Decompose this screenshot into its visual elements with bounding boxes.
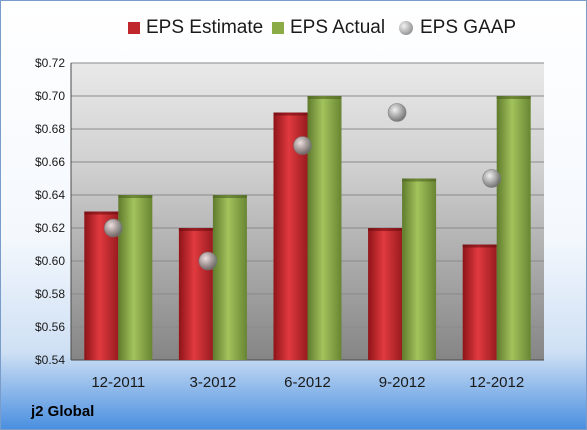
y-tick-label: $0.58 xyxy=(35,287,65,301)
y-tick-label: $0.70 xyxy=(35,89,65,103)
legend-swatch-estimate xyxy=(128,22,140,34)
bars xyxy=(84,96,531,360)
x-tick-label: 12-2011 xyxy=(91,374,145,391)
actual-bar-top-edge xyxy=(307,96,342,99)
actual-bar-top-edge xyxy=(402,178,437,182)
y-tick-label: $0.56 xyxy=(35,320,65,334)
actual-bar-top-edge xyxy=(118,195,153,198)
y-tick-label: $0.62 xyxy=(35,221,65,235)
y-tick-label: $0.66 xyxy=(35,155,65,169)
x-tick-label: 12-2012 xyxy=(469,374,524,391)
y-tick-label: $0.64 xyxy=(35,188,65,202)
actual-bar xyxy=(212,195,247,360)
gaap-point xyxy=(198,251,218,271)
x-tick-label: 3-2012 xyxy=(190,374,237,391)
estimate-bar xyxy=(368,228,403,360)
actual-bar xyxy=(496,96,531,360)
y-tick-label: $0.68 xyxy=(35,122,65,136)
estimate-bar xyxy=(178,228,213,360)
x-tick-label: 9-2012 xyxy=(379,374,426,391)
x-axis-tick-labels: 12-2011 3-2012 6-2012 9-2012 12-2012 xyxy=(91,374,524,391)
estimate-bar xyxy=(462,244,497,360)
estimate-bar-top-edge xyxy=(273,112,308,116)
gaap-point xyxy=(104,218,123,238)
legend-item-eps-estimate: EPS Estimate xyxy=(128,17,263,39)
legend-item-eps-actual: EPS Actual xyxy=(272,17,385,39)
estimate-bar-top-edge xyxy=(462,244,497,248)
gaap-point xyxy=(482,169,502,188)
legend-item-eps-gaap: EPS GAAP xyxy=(399,17,516,39)
estimate-bar-top-edge xyxy=(368,228,403,231)
estimate-bar-top-edge xyxy=(178,228,213,231)
actual-bar xyxy=(402,178,437,360)
gaap-points xyxy=(104,103,502,271)
legend-label-actual: EPS Actual xyxy=(290,17,386,38)
actual-bar-top-edge xyxy=(212,195,247,198)
x-tick-label: 6-2012 xyxy=(284,374,331,391)
legend-label-estimate: EPS Estimate xyxy=(146,17,264,38)
legend-swatch-gaap xyxy=(399,21,413,35)
y-axis-tick-labels: $0.54 $0.56 $0.58 $0.60 $0.62 $0.64 $0.66 $0.68… xyxy=(35,56,65,367)
y-tick-label: $0.72 xyxy=(35,56,65,70)
actual-bar xyxy=(118,195,153,360)
actual-bar-top-edge xyxy=(496,96,531,99)
company-caption: j2 Global xyxy=(31,403,95,420)
legend-swatch-actual xyxy=(272,22,284,34)
legend: EPS Estimate EPS Actual EPS GAAP xyxy=(1,17,586,43)
actual-bar xyxy=(307,96,342,360)
legend-label-gaap: EPS GAAP xyxy=(420,17,517,38)
estimate-bar-top-edge xyxy=(84,211,119,215)
y-tick-label: $0.54 xyxy=(35,353,65,367)
gaap-point xyxy=(293,136,312,155)
y-tick-label: $0.60 xyxy=(35,254,65,268)
gaap-point xyxy=(387,103,407,122)
